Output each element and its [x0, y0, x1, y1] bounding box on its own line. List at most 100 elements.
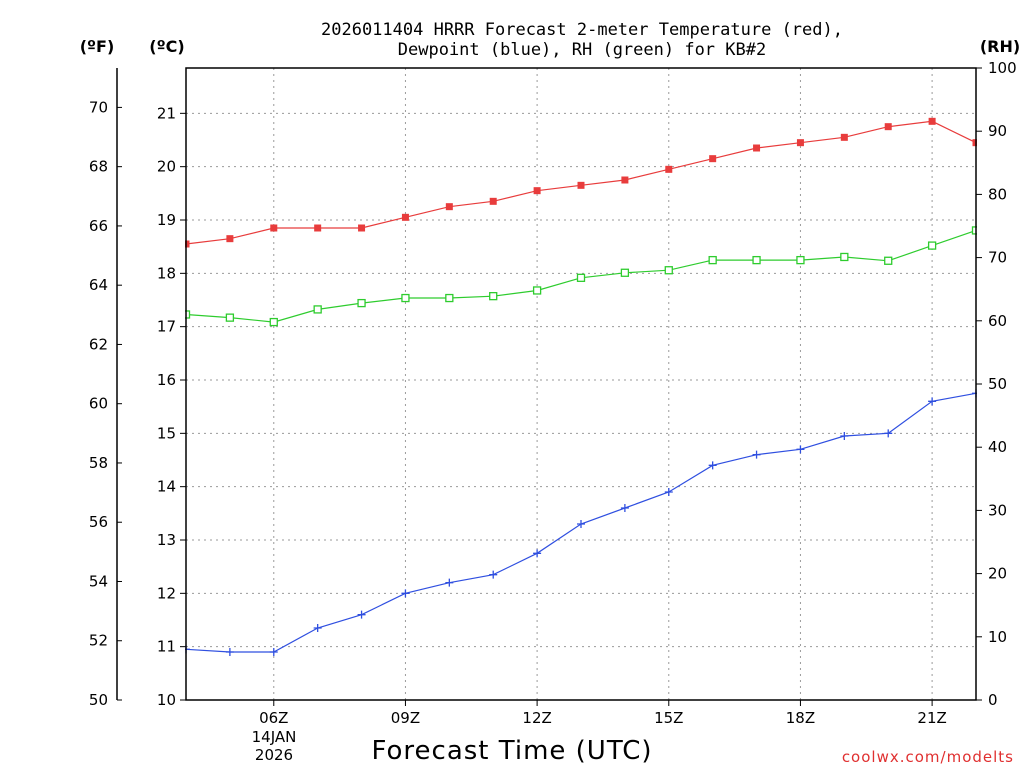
rh-axis: 0 10 20 30 40 50 60 70 80 90 100 — [976, 59, 1017, 709]
x-tick-label: 21Z — [917, 709, 946, 727]
rh-tick-label: 80 — [988, 185, 1007, 203]
fahrenheit-tick-label: 60 — [89, 395, 108, 413]
chart-title-line1: 2026011404 HRRR Forecast 2-meter Tempera… — [321, 20, 843, 40]
rh-tick-label: 70 — [988, 249, 1007, 267]
x-axis-title: Forecast Time (UTC) — [371, 736, 652, 766]
fahrenheit-axis: 50 52 54 56 58 60 62 64 66 68 70 — [89, 68, 122, 709]
celsius-tick-label: 20 — [157, 158, 176, 176]
fahrenheit-tick-label: 54 — [89, 572, 108, 590]
temperature-point — [185, 240, 190, 248]
celsius-tick-label: 13 — [157, 531, 176, 549]
celsius-tick-label: 10 — [157, 691, 176, 709]
rh-point — [664, 266, 673, 275]
rh-tick-label: 30 — [988, 501, 1007, 519]
fahrenheit-tick-label: 68 — [89, 158, 108, 176]
temperature-point — [928, 117, 936, 125]
celsius-tick-label: 18 — [157, 264, 176, 282]
temperature-point — [358, 224, 366, 232]
dewpoint-point — [401, 589, 410, 598]
temperature-point — [314, 224, 322, 232]
date-year-label: 2026 — [255, 746, 293, 764]
temperature-point — [401, 213, 409, 221]
temperature-point — [884, 123, 892, 131]
fahrenheit-tick-label: 56 — [89, 513, 108, 531]
chart-title-line2: Dewpoint (blue), RH (green) for KB#2 — [398, 40, 766, 60]
rh-point — [927, 241, 937, 250]
dewpoint-point — [225, 648, 234, 656]
temperature-point — [796, 139, 804, 147]
series-temperature — [185, 117, 977, 248]
fahrenheit-tick-label: 70 — [89, 98, 108, 116]
fahrenheit-tick-label: 66 — [89, 217, 108, 235]
plot-frame — [185, 67, 977, 701]
x-tick-label: 06Z — [259, 709, 288, 727]
rh-tick-label: 100 — [988, 59, 1017, 77]
grid-lines — [186, 68, 976, 700]
temperature-point — [577, 181, 585, 189]
rh-point — [576, 273, 586, 282]
rh-tick-label: 0 — [988, 691, 998, 709]
rh-tick-label: 20 — [988, 565, 1007, 583]
rh-point — [796, 255, 805, 265]
dewpoint-point — [577, 520, 585, 528]
celsius-tick-label: 11 — [157, 638, 176, 656]
x-axis: 06Z 09Z 12Z 15Z 18Z 21Z — [259, 700, 947, 727]
rh-point — [313, 305, 322, 314]
dewpoint-point — [840, 432, 849, 440]
dewpoint-point — [708, 461, 717, 470]
temperature-point — [840, 133, 848, 141]
dewpoint-point — [884, 429, 893, 438]
temperature-point — [226, 235, 234, 243]
dewpoint-point — [313, 624, 322, 632]
dewpoint-point — [796, 445, 805, 454]
dewpoint-point — [445, 578, 454, 587]
rh-point — [489, 292, 498, 301]
rh-point — [840, 252, 849, 262]
fahrenheit-unit-label: (ºF) — [80, 37, 115, 56]
rh-tick-label: 50 — [988, 375, 1007, 393]
credit-text: coolwx.com/modelts — [842, 748, 1014, 766]
rh-tick-label: 60 — [988, 312, 1007, 330]
x-tick-label: 18Z — [786, 709, 815, 727]
celsius-tick-label: 19 — [157, 211, 176, 229]
dewpoint-point — [357, 610, 366, 619]
celsius-tick-label: 12 — [157, 584, 176, 602]
celsius-unit-label: (ºC) — [149, 37, 184, 56]
rh-point — [269, 317, 278, 327]
fahrenheit-tick-label: 58 — [89, 454, 108, 472]
series-rh — [185, 226, 977, 327]
date-day-label: 14JAN — [252, 728, 297, 746]
fahrenheit-tick-label: 52 — [89, 632, 108, 650]
dewpoint-point — [620, 504, 629, 512]
celsius-tick-label: 15 — [157, 424, 176, 442]
temperature-point — [972, 139, 977, 147]
dewpoint-point — [489, 570, 498, 579]
celsius-tick-label: 17 — [157, 318, 176, 336]
rh-point — [445, 293, 454, 303]
temperature-point — [489, 197, 497, 205]
rh-point — [884, 256, 893, 265]
dewpoint-point — [269, 648, 278, 656]
x-tick-label: 12Z — [522, 709, 551, 727]
rh-tick-label: 10 — [988, 628, 1007, 646]
rh-tick-label: 90 — [988, 122, 1007, 140]
series-dewpoint — [185, 389, 977, 656]
temperature-point — [533, 187, 541, 195]
celsius-tick-label: 21 — [157, 104, 176, 122]
dewpoint-point — [928, 397, 937, 406]
dewpoint-point — [533, 549, 542, 558]
celsius-tick-label: 14 — [157, 478, 176, 496]
rh-point — [401, 293, 410, 303]
fahrenheit-tick-label: 62 — [89, 335, 108, 353]
rh-point — [357, 298, 366, 308]
rh-point — [532, 286, 542, 295]
fahrenheit-tick-label: 64 — [89, 276, 108, 294]
temperature-point — [753, 144, 761, 152]
temperature-point — [270, 224, 278, 232]
dewpoint-point — [752, 450, 761, 459]
rh-point — [225, 313, 235, 322]
celsius-axis: 10 11 12 13 14 15 16 17 18 19 20 21 — [157, 104, 186, 709]
temperature-point — [621, 176, 629, 184]
series-layer — [185, 117, 977, 656]
